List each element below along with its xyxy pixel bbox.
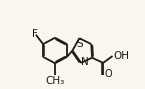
Text: CH₃: CH₃ <box>45 76 65 87</box>
Text: N: N <box>81 57 89 67</box>
Text: F: F <box>32 29 38 39</box>
Text: O: O <box>104 69 112 79</box>
Text: OH: OH <box>114 51 130 61</box>
Text: S: S <box>76 39 83 49</box>
